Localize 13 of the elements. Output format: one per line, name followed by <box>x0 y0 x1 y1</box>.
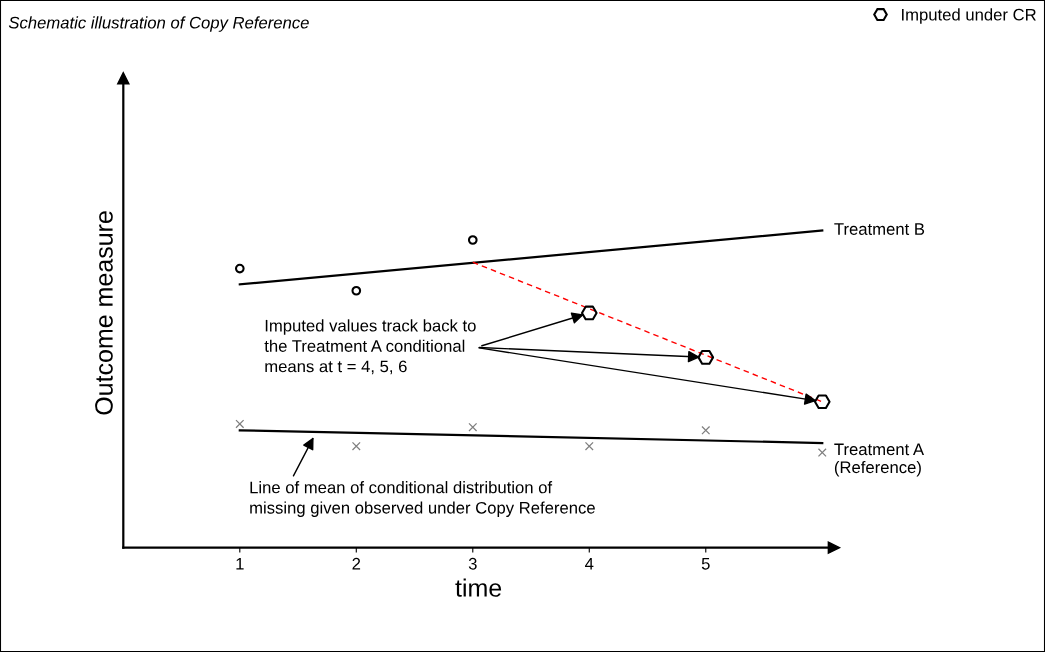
annotation: Imputed values track back to the Treatment A conditional means at t = 4, 5, 6 <box>264 319 476 375</box>
chart-title: Schematic illustration of Copy Reference <box>8 16 309 32</box>
series-label: Treatment B <box>834 223 925 235</box>
x-tick-label: 4 <box>585 558 594 570</box>
y-axis-title: Outcome measure <box>95 211 113 415</box>
series-label: Treatment A (Reference) <box>834 443 925 477</box>
x-axis-title: time <box>455 578 502 597</box>
annotation: Line of mean of conditional distribution of missing given observed under Copy Reference <box>250 481 595 517</box>
x-tick-label: 3 <box>468 557 477 570</box>
x-tick-label: 2 <box>352 557 361 570</box>
legend-label: Imputed under CR <box>902 8 1036 24</box>
x-tick-label: 5 <box>701 558 710 570</box>
x-tick-label: 1 <box>236 558 244 570</box>
